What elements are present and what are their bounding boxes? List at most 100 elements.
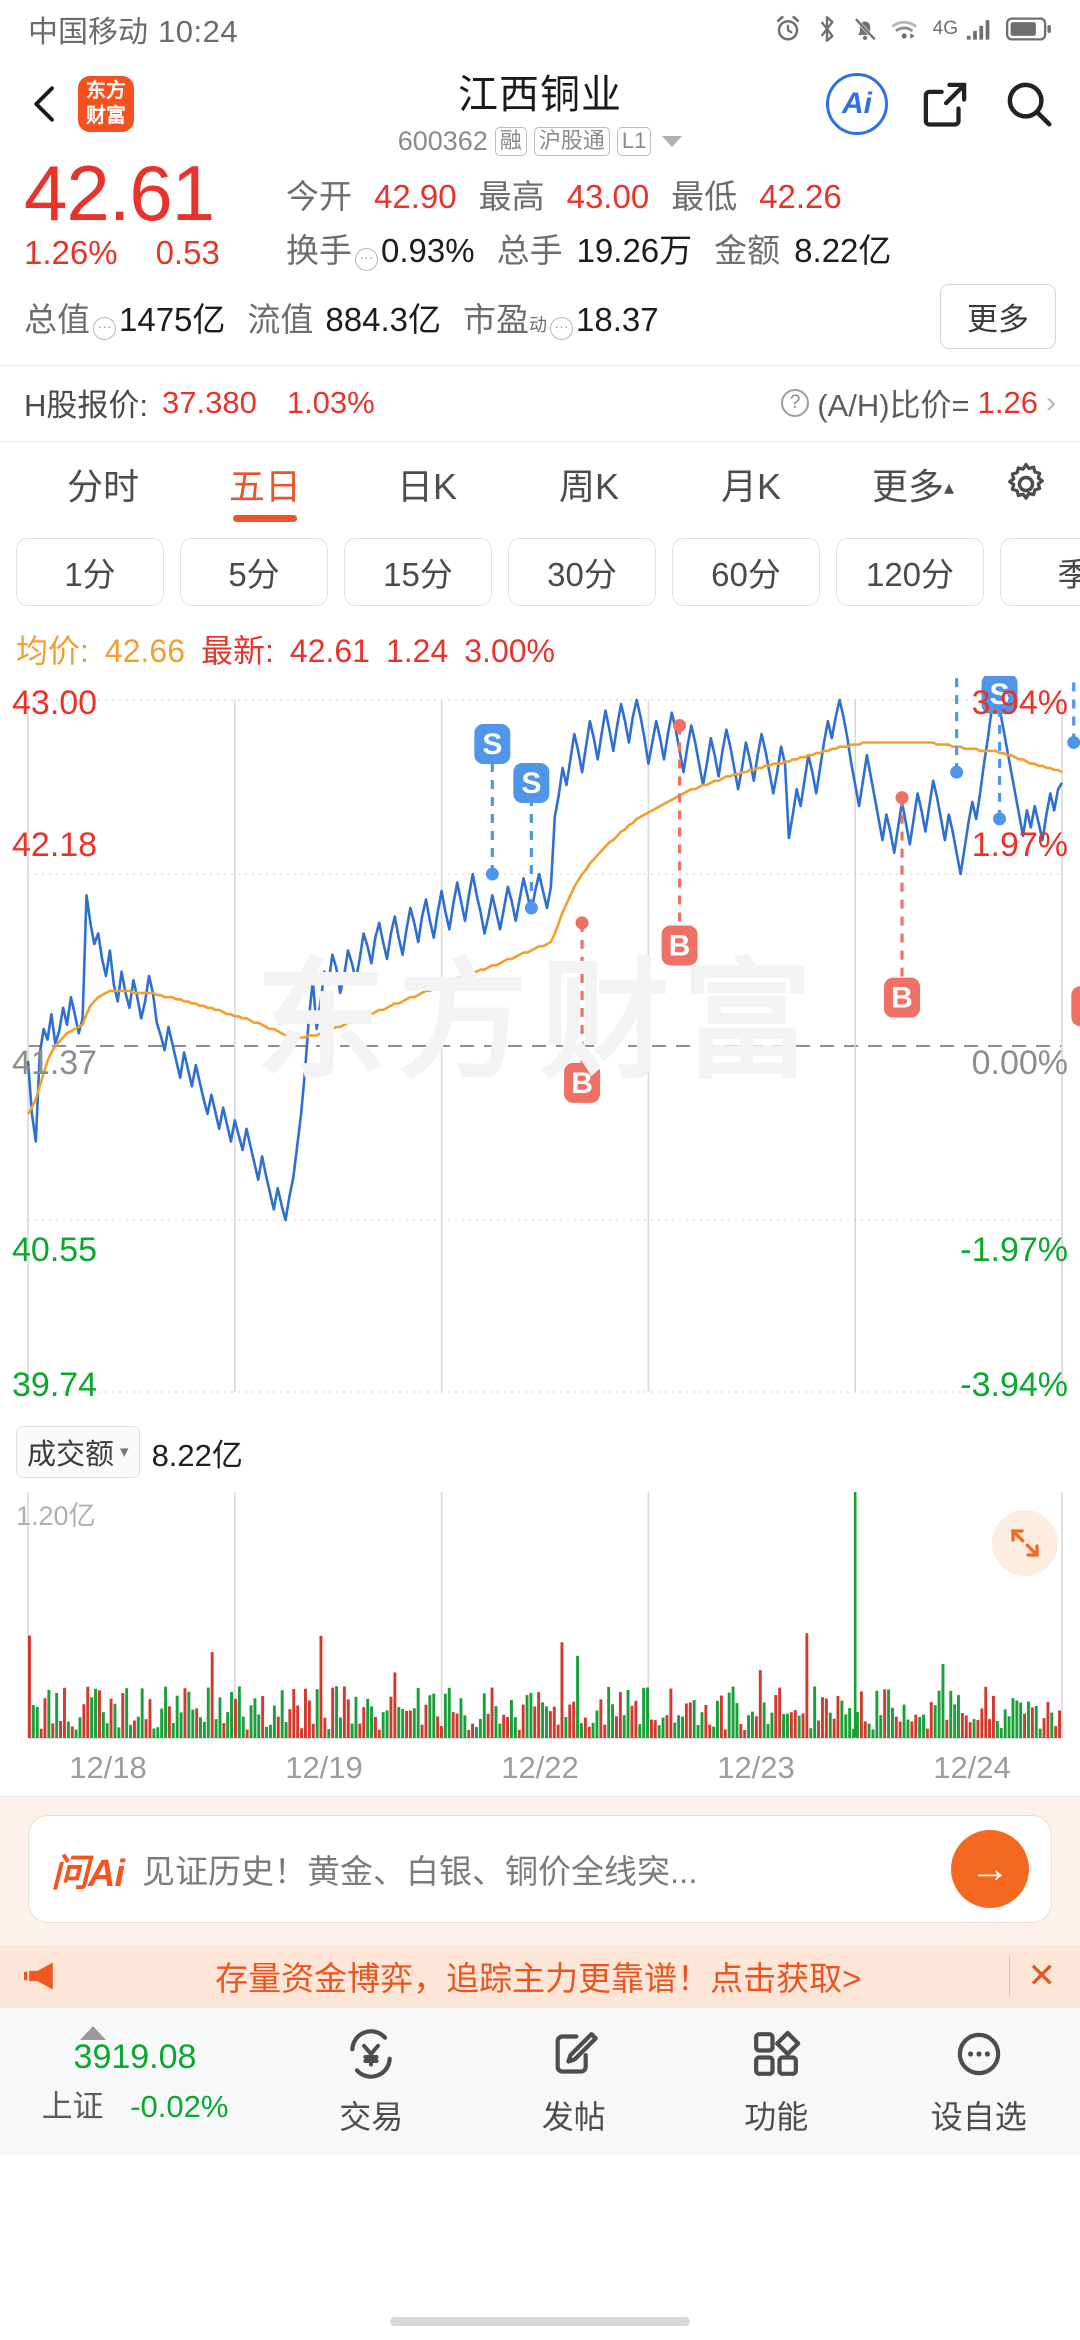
date-label-4: 12/24 bbox=[933, 1750, 1011, 1785]
wifi-icon bbox=[891, 20, 917, 39]
index-name: 上证 bbox=[41, 2088, 104, 2124]
page-title: 江西铜业 bbox=[458, 73, 622, 117]
alarm-icon bbox=[776, 15, 799, 41]
y-axis-label-3: 40.55 bbox=[12, 1231, 98, 1269]
ohl-row: 今开 42.90 最高 43.00 最低 42.26 bbox=[286, 170, 1056, 218]
volume-chart[interactable]: 1.20亿 bbox=[0, 1486, 1080, 1746]
tab-more[interactable]: 更多▴ bbox=[832, 458, 994, 526]
nav-label-function: 功能 bbox=[744, 2098, 809, 2135]
arrow-right-icon[interactable]: → bbox=[951, 1830, 1029, 1908]
ai-assistant-button[interactable]: Ai bbox=[826, 73, 888, 135]
question-icon[interactable]: ? bbox=[781, 388, 810, 417]
amount-label: 金额 bbox=[714, 232, 781, 269]
expand-icon bbox=[1011, 1529, 1039, 1557]
tag-margin: 融 bbox=[494, 126, 527, 157]
chevron-right-icon[interactable]: › bbox=[1046, 385, 1056, 419]
tab-daily-k[interactable]: 日K bbox=[396, 466, 457, 507]
chip-120min[interactable]: 120分 bbox=[836, 538, 984, 606]
high-label: 最高 bbox=[478, 178, 545, 215]
info-icon[interactable]: ··· bbox=[93, 316, 116, 340]
volume-total-value: 8.22亿 bbox=[151, 1437, 243, 1473]
price-block: 42.61 1.26% 0.53 bbox=[24, 149, 286, 272]
fundamentals-row: 总值 ··· 1475亿 流值 884.3亿 市盈 动 ··· 18.37 更多 bbox=[24, 284, 1056, 349]
bluetooth-icon bbox=[820, 16, 834, 42]
y-axis-pct-3: -1.97% bbox=[960, 1231, 1068, 1269]
y-axis-label-0: 43.00 bbox=[12, 684, 98, 722]
pencil-post-icon bbox=[555, 2031, 598, 2074]
open-label: 今开 bbox=[286, 178, 352, 215]
y-axis-label-1: 42.18 bbox=[12, 826, 98, 864]
clock-label: 10:24 bbox=[158, 14, 239, 49]
stock-code-row[interactable]: 600362 融 沪股通 L1 bbox=[398, 126, 683, 157]
legend-last-percent: 3.00% bbox=[464, 633, 555, 669]
turnover-row: 换手 ··· 0.93% 总手 19.26万 金额 8.22亿 bbox=[286, 224, 1056, 272]
change-percent: 1.26% bbox=[24, 234, 118, 271]
signal-icon bbox=[966, 20, 990, 40]
mktcap-value: 1475亿 bbox=[119, 300, 226, 338]
back-icon[interactable] bbox=[24, 83, 66, 125]
hshare-percent: 1.03% bbox=[286, 384, 375, 420]
close-icon[interactable]: ✕ bbox=[1008, 1956, 1056, 1996]
nav-label-watchlist: 设自选 bbox=[930, 2098, 1027, 2135]
network-type-label: 4G bbox=[932, 18, 958, 39]
chip-1min[interactable]: 1分 bbox=[16, 538, 164, 606]
volume-scale-label: 1.20亿 bbox=[16, 1501, 96, 1531]
nav-item-watchlist[interactable]: 设自选 bbox=[878, 2026, 1080, 2138]
last-price: 42.61 bbox=[24, 149, 215, 237]
floatcap-value: 884.3亿 bbox=[325, 300, 442, 338]
price-chart[interactable]: 东方财富 SSBBBSSSB 43.00 42.18 41.37 40.55 3… bbox=[0, 676, 1080, 1416]
chip-60min[interactable]: 60分 bbox=[672, 538, 820, 606]
legend-avg-label: 均价: bbox=[16, 633, 89, 669]
ai-banner[interactable]: 问Ai 见证历史！黄金、白银、铜价全线突... → bbox=[0, 1797, 1080, 1945]
tab-monthly-k[interactable]: 月K bbox=[720, 466, 781, 507]
date-label-0: 12/18 bbox=[69, 1750, 147, 1785]
date-label-1: 12/19 bbox=[285, 1750, 363, 1785]
yuan-trade-icon bbox=[350, 2028, 393, 2079]
legend-avg-value: 42.66 bbox=[104, 633, 185, 669]
nav-item-post[interactable]: 发帖 bbox=[473, 2026, 676, 2138]
chip-quarter[interactable]: 季 bbox=[1000, 538, 1080, 606]
legend-last-change: 1.24 bbox=[385, 633, 449, 669]
info-icon[interactable]: ··· bbox=[355, 248, 378, 271]
grid-function-icon bbox=[754, 2030, 801, 2076]
ai-label: Ai bbox=[842, 87, 872, 120]
logo-line-1: 东方 bbox=[86, 80, 126, 102]
y-axis-pct-2: 0.00% bbox=[971, 1044, 1068, 1082]
chip-15min[interactable]: 15分 bbox=[344, 538, 492, 606]
pe-superscript: 动 bbox=[529, 314, 548, 335]
nav-item-trade[interactable]: 交易 bbox=[270, 2026, 473, 2138]
more-dots-icon bbox=[957, 2032, 1000, 2075]
nav-item-function[interactable]: 功能 bbox=[675, 2026, 878, 2138]
tab-fenshi[interactable]: 分时 bbox=[66, 466, 139, 507]
turnover-label: 换手 bbox=[286, 232, 352, 269]
expand-chart-button[interactable] bbox=[992, 1510, 1058, 1576]
info-icon[interactable]: ··· bbox=[550, 316, 574, 340]
hshare-row[interactable]: H股报价: 37.380 1.03% ? (A/H)比价= 1.26 › bbox=[0, 365, 1080, 442]
date-label-3: 12/23 bbox=[717, 1750, 795, 1785]
more-button[interactable]: 更多 bbox=[940, 284, 1056, 349]
chip-30min[interactable]: 30分 bbox=[508, 538, 656, 606]
chip-5min[interactable]: 5分 bbox=[180, 538, 328, 606]
turnover-value: 0.93% bbox=[381, 232, 475, 269]
search-icon[interactable] bbox=[1002, 77, 1056, 131]
pe-label: 市盈 bbox=[463, 300, 530, 338]
volume-label: 总手 bbox=[496, 232, 563, 269]
chevron-down-icon[interactable] bbox=[662, 136, 683, 147]
tab-five-day[interactable]: 五日 bbox=[184, 458, 346, 526]
nav-label-post: 发帖 bbox=[541, 2098, 606, 2135]
tab-weekly-k[interactable]: 周K bbox=[558, 466, 619, 507]
svg-text:S: S bbox=[990, 678, 1010, 711]
svg-text:B: B bbox=[891, 982, 913, 1015]
hshare-label: H股报价: bbox=[24, 388, 148, 423]
mktcap-label: 总值 bbox=[24, 300, 90, 338]
promo-strip[interactable]: 存量资金博弈，追踪主力更靠谱！点击获取> ✕ bbox=[0, 1945, 1080, 2007]
chart-settings-button[interactable] bbox=[994, 461, 1058, 523]
tag-level: L1 bbox=[616, 126, 652, 157]
floatcap-label: 流值 bbox=[247, 300, 314, 338]
volume-type-selector[interactable]: 成交额 ▾ bbox=[16, 1426, 140, 1478]
svg-text:S: S bbox=[521, 767, 541, 800]
eastmoney-logo[interactable]: 东方 财富 bbox=[78, 76, 134, 132]
high-value: 43.00 bbox=[566, 178, 650, 215]
index-widget[interactable]: 3919.08 上证 -0.02% bbox=[0, 2025, 270, 2126]
share-icon[interactable] bbox=[918, 77, 972, 131]
